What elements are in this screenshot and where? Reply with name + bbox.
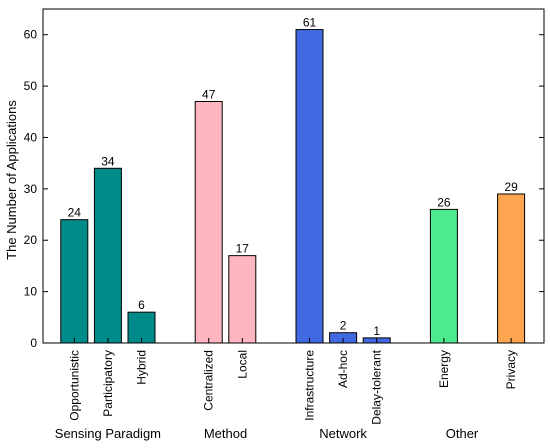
bar bbox=[295, 29, 324, 344]
bar-value-label: 24 bbox=[68, 206, 82, 220]
bar bbox=[194, 100, 223, 344]
bar-value-label: 29 bbox=[504, 180, 518, 194]
y-axis-label: The Number of Applications bbox=[4, 100, 19, 260]
y-tick-label: 30 bbox=[24, 182, 38, 196]
x-tick-label: Hybrid bbox=[135, 350, 149, 385]
x-tick-label: Local bbox=[235, 350, 249, 379]
y-tick-label: 50 bbox=[24, 79, 38, 93]
x-tick-label: Participatory bbox=[101, 350, 115, 417]
bar-value-label: 34 bbox=[101, 154, 115, 168]
bar-value-label: 26 bbox=[437, 195, 451, 209]
y-tick-label: 60 bbox=[24, 28, 38, 42]
x-tick-label: Delay-tolerant bbox=[370, 349, 384, 424]
group-label: Network bbox=[319, 426, 367, 441]
bar-value-label: 17 bbox=[236, 242, 250, 256]
y-tick-label: 20 bbox=[24, 233, 38, 247]
x-tick-label: Energy bbox=[437, 350, 451, 388]
group-label: Other bbox=[446, 426, 479, 441]
group-label: Sensing Paradigm bbox=[55, 426, 161, 441]
bar-value-label: 1 bbox=[373, 324, 380, 338]
x-tick-label: Centralized bbox=[202, 350, 216, 411]
plot-area: 0 10 20 30 40 50 60 24 Opportunistic 34 Participat… bbox=[24, 8, 545, 441]
bar-value-label: 47 bbox=[202, 87, 216, 101]
bar bbox=[93, 167, 122, 344]
y-tick-label: 10 bbox=[24, 285, 38, 299]
x-tick-label: Opportunistic bbox=[67, 350, 81, 421]
bar bbox=[60, 219, 89, 344]
bar-value-label: 61 bbox=[303, 16, 317, 30]
bar-value-label: 6 bbox=[138, 298, 145, 312]
x-tick-label: Infrastructure bbox=[303, 350, 317, 421]
x-tick-label: Ad-hoc bbox=[336, 350, 350, 388]
bar bbox=[429, 208, 458, 344]
bar bbox=[228, 255, 257, 344]
y-tick-label: 0 bbox=[30, 336, 37, 350]
y-tick-label: 40 bbox=[24, 130, 38, 144]
plot-frame bbox=[42, 8, 545, 344]
x-tick-label: Privacy bbox=[504, 350, 518, 389]
bar bbox=[497, 193, 526, 344]
bar-value-label: 2 bbox=[340, 319, 347, 333]
group-label: Method bbox=[204, 426, 247, 441]
